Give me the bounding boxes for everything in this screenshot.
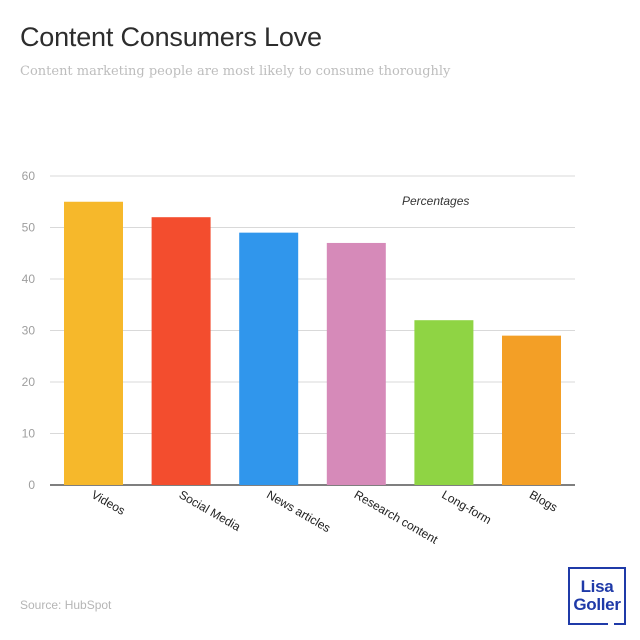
gridlines — [50, 175, 575, 486]
y-tick-label: 50 — [22, 221, 36, 235]
x-tick-label: News articles — [264, 487, 333, 535]
chart-title: Content Consumers Love — [20, 22, 322, 52]
y-tick-label: 20 — [22, 375, 36, 389]
y-tick-label: 40 — [22, 272, 36, 286]
bar-blogs — [502, 335, 561, 485]
x-tick-label: Long-form — [439, 487, 493, 526]
x-tick-label: Research content — [352, 487, 441, 546]
bars — [64, 201, 561, 485]
bar-videos — [64, 201, 123, 485]
x-tick-label: Blogs — [527, 487, 560, 514]
logo-line-2: Goller — [573, 595, 621, 614]
logo-notch — [608, 621, 614, 626]
bar-news-articles — [239, 232, 299, 485]
y-tick-label: 10 — [22, 427, 36, 441]
chart-subtitle: Content marketing people are most likely… — [20, 64, 451, 79]
y-axis-ticks: 0 10 20 30 40 50 60 — [22, 169, 36, 492]
annotation-percentages: Percentages — [402, 194, 469, 208]
source-note: Source: HubSpot — [20, 598, 112, 612]
bar-long-form — [414, 320, 474, 485]
lisa-goller-logo: Lisa Goller — [568, 567, 626, 626]
bar-social-media — [151, 217, 211, 485]
logo-line-1: Lisa — [580, 577, 614, 596]
x-tick-label: Videos — [89, 487, 128, 517]
x-axis-ticks: Videos Social Media News articles Research … — [89, 487, 560, 546]
y-tick-label: 60 — [22, 169, 36, 183]
x-tick-label: Social Media — [177, 487, 244, 534]
y-tick-label: 0 — [28, 478, 35, 492]
bar-research-content — [326, 242, 386, 485]
y-tick-label: 30 — [22, 324, 36, 338]
